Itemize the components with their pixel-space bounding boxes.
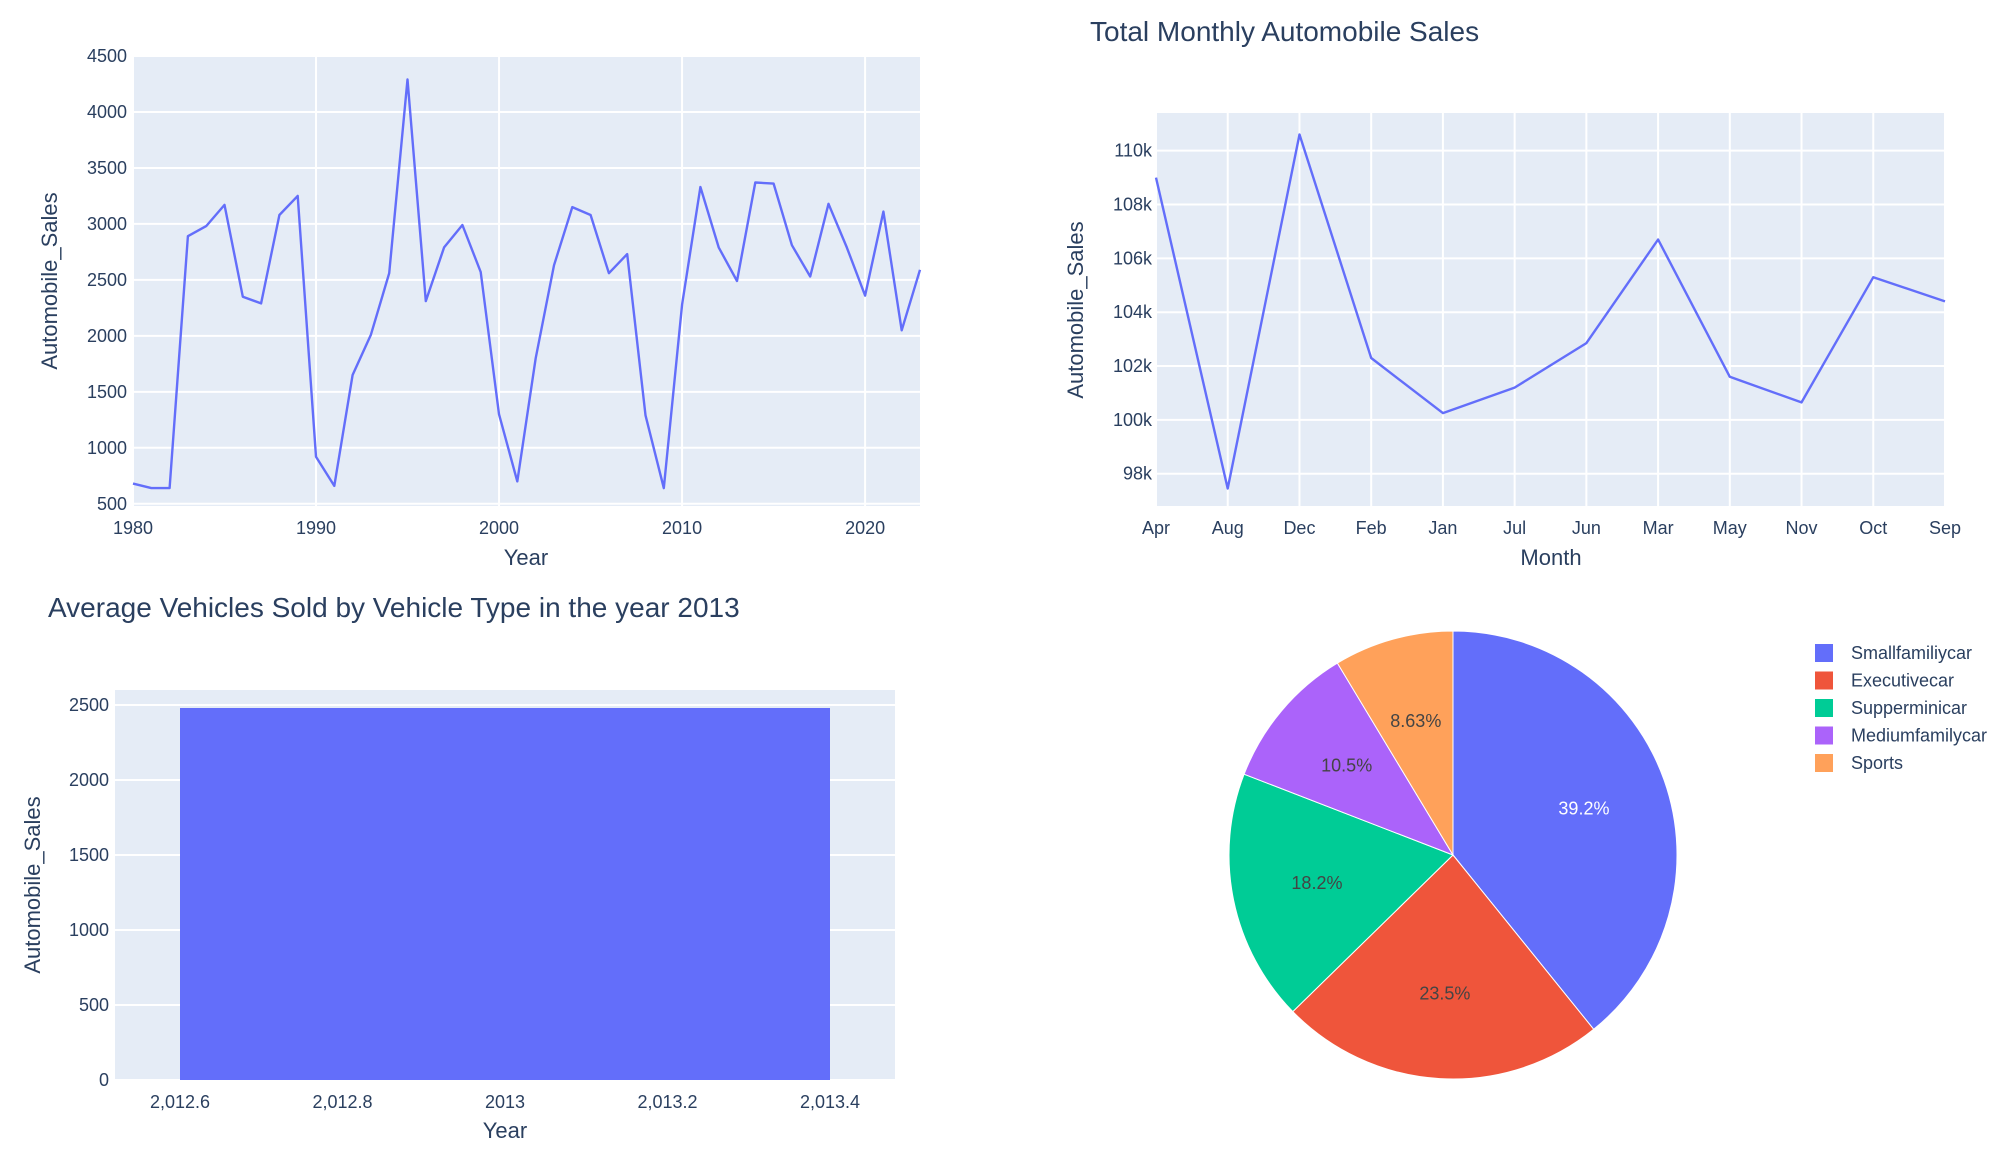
yearly-y-tick-label: 2500 <box>87 270 127 290</box>
yearly-sales-line <box>132 78 922 490</box>
legend-swatch <box>1815 644 1833 662</box>
legend-item-label[interactable]: Sports <box>1851 753 1903 773</box>
yearly-y-tick-label: 3000 <box>87 214 127 234</box>
monthly-x-tick-label: Jun <box>1572 518 1601 538</box>
yearly-x-axis-title: Year <box>504 545 548 570</box>
yearly-plot-area <box>133 56 920 506</box>
monthly-x-tick-label: Dec <box>1283 518 1315 538</box>
vehicle-type-pie-chart: 39.2% 23.5% 18.2% 10.5% 8.63% Smallfamiliyca… <box>1228 630 1987 1080</box>
monthly-x-tick-label: May <box>1713 518 1747 538</box>
monthly-y-tick-label: 100k <box>1113 410 1153 430</box>
pie-slice-label: 10.5% <box>1321 756 1372 776</box>
legend-swatch <box>1815 754 1833 772</box>
yearly-y-tick-label: 1000 <box>87 438 127 458</box>
bar-y-tick-label: 1000 <box>69 920 109 940</box>
legend-item-label[interactable]: Smallfamiliycar <box>1851 643 1972 663</box>
yearly-y-tick-label: 4500 <box>87 46 127 66</box>
bar-x-tick-label: 2,013.4 <box>800 1092 860 1112</box>
pie-slice-label: 18.2% <box>1291 873 1342 893</box>
monthly-x-tick-label: Apr <box>1142 518 1170 538</box>
yearly-x-tick-label: 1990 <box>296 518 336 538</box>
monthly-y-tick-label: 102k <box>1113 356 1153 376</box>
yearly-y-tick-label: 3500 <box>87 158 127 178</box>
legend-item-label[interactable]: Mediumfamilycar <box>1851 726 1987 746</box>
bar-y-tick-label: 2500 <box>69 695 109 715</box>
yearly-y-tick-label: 500 <box>97 494 127 514</box>
bar-x-tick-label: 2,012.6 <box>150 1092 210 1112</box>
bar-y-axis-title: Automobile_Sales <box>20 796 45 973</box>
monthly-x-tick-label: Jan <box>1428 518 1457 538</box>
yearly-y-tick-label: 4000 <box>87 102 127 122</box>
monthly-x-tick-label: Jul <box>1503 518 1526 538</box>
pie-slice[interactable] <box>1336 630 1454 857</box>
bar-y-tick-label: 2000 <box>69 770 109 790</box>
monthly-y-tick-label: 98k <box>1123 464 1153 484</box>
monthly-y-tick-label: 110k <box>1114 141 1153 161</box>
monthly-x-tick-label: Aug <box>1212 518 1244 538</box>
yearly-y-axis-title: Automobile_Sales <box>37 192 62 369</box>
pie-slice-label: 39.2% <box>1558 799 1609 819</box>
yearly-y-tick-label: 1500 <box>87 382 127 402</box>
pie-slice[interactable] <box>1292 854 1595 1080</box>
monthly-sales-chart: Total Monthly Automobile Sales Apr Aug Dec… <box>1063 16 1961 570</box>
legend-item-label[interactable]: Executivecar <box>1851 671 1954 691</box>
monthly-y-tick-label: 108k <box>1113 195 1153 215</box>
monthly-y-tick-label: 104k <box>1113 302 1153 322</box>
legend-item-label[interactable]: Supperminicar <box>1851 698 1967 718</box>
legend-swatch <box>1815 671 1833 690</box>
yearly-x-tick-label: 2020 <box>845 518 885 538</box>
bar-x-axis-title: Year <box>483 1118 527 1143</box>
monthly-x-tick-label: Mar <box>1643 518 1674 538</box>
pie-slice[interactable] <box>1243 662 1455 856</box>
pie-legend[interactable]: Smallfamiliycar Executivecar Supperminicar… <box>1815 643 1987 773</box>
yearly-x-tick-label: 2000 <box>479 518 519 538</box>
bar-x-tick-label: 2,013.2 <box>637 1092 697 1112</box>
bar-y-tick-label: 0 <box>99 1070 109 1090</box>
monthly-chart-title: Total Monthly Automobile Sales <box>1090 16 1479 47</box>
yearly-x-tick-label: 1980 <box>113 518 153 538</box>
pie-slice-label: 8.63% <box>1390 711 1441 731</box>
monthly-sales-line <box>1154 133 1946 490</box>
monthly-y-axis-title: Automobile_Sales <box>1063 221 1088 398</box>
monthly-x-tick-label: Nov <box>1786 518 1818 538</box>
bar-y-tick-label: 500 <box>79 995 109 1015</box>
yearly-y-tick-label: 2000 <box>87 326 127 346</box>
monthly-x-tick-label: Sep <box>1929 518 1961 538</box>
bar-x-tick-label: 2,012.8 <box>312 1092 372 1112</box>
pie-slice[interactable] <box>1452 630 1678 1031</box>
yearly-x-tick-label: 2010 <box>662 518 702 538</box>
monthly-y-tick-label: 106k <box>1113 248 1153 268</box>
bar-chart-title: Average Vehicles Sold by Vehicle Type in… <box>48 592 740 623</box>
bar-y-tick-label: 1500 <box>69 845 109 865</box>
vehicle-type-bar-chart: Average Vehicles Sold by Vehicle Type in… <box>20 592 895 1143</box>
monthly-x-tick-label: Feb <box>1356 518 1387 538</box>
monthly-x-axis-title: Month <box>1520 545 1581 570</box>
pie-slice-label: 23.5% <box>1419 984 1470 1004</box>
bar-x-tick-label: 2013 <box>485 1092 525 1112</box>
yearly-sales-chart: 1980 1990 2000 2010 2020 500 1000 1500 2000 2500 3… <box>37 46 922 570</box>
bar[interactable] <box>180 708 830 1080</box>
legend-swatch <box>1815 699 1833 717</box>
monthly-x-tick-label: Oct <box>1859 518 1887 538</box>
monthly-plot-area <box>1156 113 1945 506</box>
legend-swatch <box>1815 726 1833 745</box>
